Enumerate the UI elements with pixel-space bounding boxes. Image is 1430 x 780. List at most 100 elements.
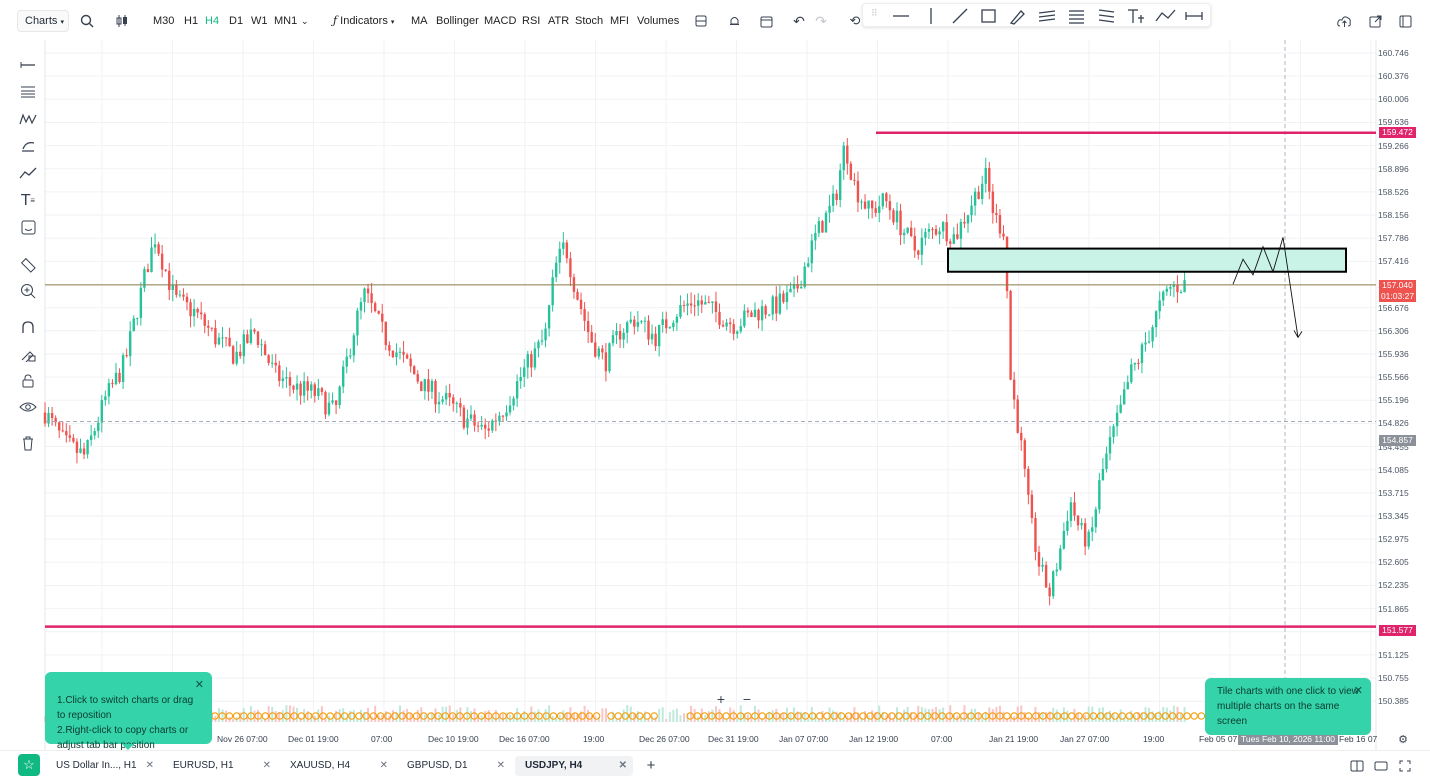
undo-icon[interactable]: ↶ — [793, 12, 805, 29]
unlock-icon[interactable] — [14, 370, 42, 392]
timeframe-mn1[interactable]: MN1 — [274, 15, 298, 27]
add-tab-button[interactable]: + — [646, 756, 656, 774]
bull-candle — [615, 331, 618, 336]
tile-layout-icon[interactable] — [1349, 758, 1365, 774]
indicator-rsi[interactable]: RSI — [522, 15, 541, 27]
timeframe-h4[interactable]: H4 — [205, 15, 220, 27]
bear-candle — [164, 269, 167, 271]
zoom-minus-button[interactable]: − — [742, 691, 752, 707]
bull-candle — [675, 316, 679, 323]
zoom-plus-button[interactable]: + — [716, 691, 726, 707]
calendar-icon[interactable] — [757, 12, 775, 30]
replay-icon[interactable]: ⟲ — [849, 13, 861, 28]
layout-icon[interactable] — [692, 12, 710, 30]
volume-bar — [856, 712, 859, 722]
trash-icon[interactable] — [14, 432, 42, 454]
favorites-star-icon[interactable]: ☆ — [18, 754, 40, 776]
bear-candle — [988, 167, 991, 192]
close-icon[interactable]: ✕ — [496, 760, 505, 771]
event-marker — [988, 712, 997, 720]
window-icon[interactable] — [1373, 758, 1389, 774]
volume-bar — [817, 718, 820, 722]
bear-candle — [998, 215, 1002, 234]
trend-icon[interactable] — [14, 162, 42, 184]
candle-countdown: 01:03:27 — [1380, 291, 1415, 301]
timeframe-m30[interactable]: M30 — [153, 15, 175, 27]
bull-candle — [1162, 291, 1165, 301]
timeframe-d1[interactable]: D1 — [229, 15, 244, 27]
indicator-macd[interactable]: MACD — [484, 15, 517, 27]
event-marker — [823, 712, 831, 720]
timeframe-w1[interactable]: W1 — [251, 15, 268, 27]
indicator-mfi[interactable]: MFI — [610, 15, 629, 27]
expand-icon[interactable] — [1397, 758, 1413, 774]
indicator-bollinger[interactable]: Bollinger — [436, 15, 479, 27]
event-marker — [434, 712, 442, 720]
close-icon[interactable]: ✕ — [1353, 685, 1363, 697]
axis-settings-icon[interactable]: ⚙ — [1398, 733, 1408, 746]
close-icon[interactable]: ✕ — [194, 679, 204, 691]
search-icon[interactable] — [78, 12, 96, 30]
tab-gbpusd[interactable]: GBPUSD, D1 ✕ — [397, 756, 511, 776]
volume-bar — [629, 706, 632, 722]
bear-candle — [899, 210, 902, 236]
pattern-icon[interactable] — [14, 108, 42, 130]
event-marker — [873, 712, 882, 720]
close-icon[interactable]: ✕ — [262, 760, 271, 771]
lock-drawings-icon[interactable] — [14, 343, 42, 365]
indicator-atr[interactable]: ATR — [548, 15, 570, 27]
bear-candle — [324, 391, 327, 415]
horizontal-ray-icon[interactable] — [14, 54, 42, 76]
tab-eurusd[interactable]: EURUSD, H1 ✕ — [163, 756, 277, 776]
indicator-stoch[interactable]: Stoch — [575, 15, 604, 27]
eye-icon[interactable] — [14, 396, 42, 418]
price-tick-label: 158.156 — [1378, 210, 1409, 221]
ruler-icon[interactable] — [14, 254, 42, 276]
volume-bar — [402, 710, 405, 722]
volume-bar — [1009, 716, 1012, 722]
text-tool-icon[interactable]: T ≡ — [21, 191, 35, 209]
redo-icon[interactable]: ↷ — [815, 12, 827, 29]
close-icon[interactable]: ✕ — [618, 760, 627, 771]
close-icon[interactable]: ✕ — [379, 760, 388, 771]
indicators-button[interactable]: ƒ Indicators ▾ — [333, 12, 394, 30]
volume-bar — [1034, 706, 1037, 722]
charts-menu-button[interactable]: Charts ▾ — [17, 10, 69, 32]
bear-candle — [910, 227, 913, 236]
event-marker — [686, 712, 694, 720]
timeframe-h1[interactable]: H1 — [184, 15, 199, 27]
bull-candle — [540, 340, 544, 342]
volume-bar — [750, 715, 753, 722]
emoji-icon[interactable] — [14, 216, 42, 238]
timeframe-more-icon[interactable]: ⌄ — [301, 16, 309, 26]
tab-xauusd[interactable]: XAUUSD, H4 ✕ — [280, 756, 394, 776]
volume-bar — [544, 709, 547, 722]
time-tick-label: 07:00 — [931, 734, 953, 744]
zoom-in-icon[interactable] — [14, 280, 42, 302]
magnet-icon[interactable] — [14, 317, 42, 339]
share-icon[interactable] — [1366, 12, 1384, 30]
fib-icon[interactable] — [14, 135, 42, 157]
bear-candle — [231, 346, 235, 364]
indicator-ma[interactable]: MA — [411, 15, 428, 27]
tab-usdjpy[interactable]: USDJPY, H4 ✕ — [515, 756, 633, 776]
indicators-label: Indicators — [340, 15, 388, 27]
drag-handle-icon[interactable]: ⠿ — [871, 8, 878, 18]
indicator-volumes[interactable]: Volumes — [637, 15, 680, 27]
fullscreen-icon[interactable] — [1396, 12, 1414, 30]
cloud-upload-icon[interactable] — [1335, 12, 1353, 30]
parallel-lines-icon[interactable] — [14, 81, 42, 103]
volume-bar — [526, 718, 529, 722]
tab-us-dollar-index[interactable]: US Dollar In..., H1 ✕ — [46, 756, 160, 776]
event-marker — [326, 712, 334, 720]
bear-candle — [157, 244, 160, 254]
candle-type-icon[interactable] — [113, 12, 131, 30]
close-icon[interactable]: ✕ — [145, 760, 154, 771]
event-marker — [254, 712, 262, 720]
alert-icon[interactable] — [725, 12, 743, 30]
bear-candle — [714, 301, 718, 312]
volume-bar — [1041, 712, 1044, 722]
event-marker — [571, 712, 579, 720]
